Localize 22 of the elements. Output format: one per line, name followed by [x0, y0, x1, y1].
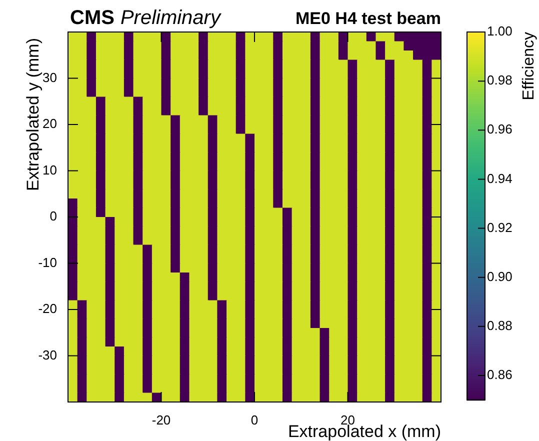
chart-title: ME0 H4 test beam: [296, 9, 441, 28]
y-tick-label: 0: [50, 208, 57, 224]
y-tick-label: 20: [42, 116, 57, 132]
color-bar-label: 0.94: [487, 170, 512, 186]
text: CMS: [70, 7, 114, 29]
y-tick-label: -30: [38, 347, 57, 362]
y-axis-title: Extrapolated y (mm): [24, 38, 43, 192]
x-tick-label: 0: [250, 412, 258, 428]
y-tick-label: 10: [42, 162, 57, 178]
y-tick-label: 30: [42, 70, 57, 85]
x-tick-label: -20: [152, 412, 171, 428]
color-bar-label: 0.98: [487, 72, 512, 88]
y-tick-label: -10: [38, 254, 57, 270]
color-bar-label: 0.96: [487, 122, 512, 137]
color-bar-title: Efficiency: [520, 32, 538, 100]
y-tick-label: -20: [38, 301, 57, 316]
color-bar-label: 0.86: [487, 367, 512, 382]
color-bar-label: 1.00: [487, 24, 512, 39]
color-bar-label: 0.90: [487, 268, 512, 284]
color-bar-label: 0.92: [487, 220, 512, 235]
text: Preliminary: [120, 7, 222, 29]
color-bar-label: 0.88: [487, 318, 512, 333]
